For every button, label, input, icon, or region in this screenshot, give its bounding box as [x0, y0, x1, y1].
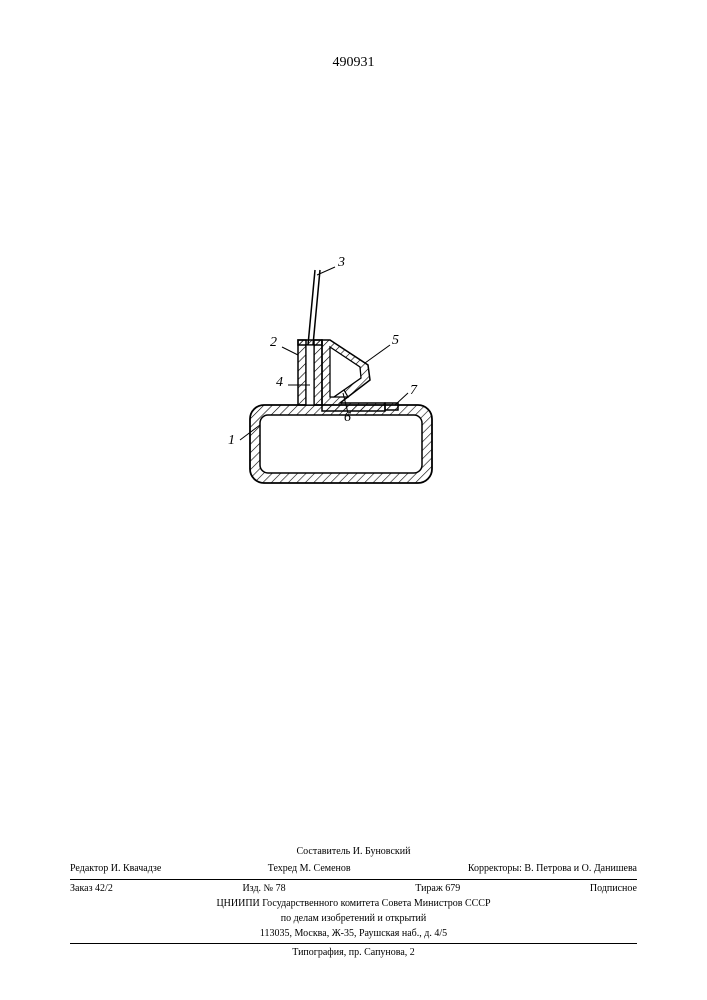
subscribed-line: Подписное [590, 882, 637, 896]
callout-7: 7 [410, 383, 417, 399]
callout-4: 4 [276, 375, 283, 391]
correctors-line: Корректоры: В. Петрова и О. Данишева [457, 862, 637, 876]
order-line: Заказ 42/2 [70, 882, 113, 896]
compiler-line: Составитель И. Буновский [297, 845, 411, 859]
tirazh-line: Тираж 679 [415, 882, 460, 896]
editor-line: Редактор И. Квачадзе [70, 862, 161, 876]
callout-1: 1 [228, 433, 235, 449]
typography-line: Типография, пр. Сапунова, 2 [70, 943, 637, 960]
address-line: 113035, Москва, Ж-35, Раушская наб., д. … [70, 927, 637, 941]
techred-line: Техред М. Семенов [268, 862, 351, 876]
callout-6: 6 [344, 410, 351, 426]
org-line-1: ЦНИИПИ Государственного комитета Совета … [70, 897, 637, 911]
org-line-2: по делам изобретений и открытий [70, 912, 637, 926]
callout-2: 2 [270, 335, 277, 351]
technical-figure: 1 2 3 4 5 6 7 [220, 245, 480, 515]
callout-3: 3 [338, 255, 345, 271]
callout-5: 5 [392, 333, 399, 349]
document-number: 490931 [333, 55, 375, 71]
izd-line: Изд. № 78 [242, 882, 285, 896]
footer-block: Составитель И. Буновский Редактор И. Ква… [0, 845, 707, 960]
